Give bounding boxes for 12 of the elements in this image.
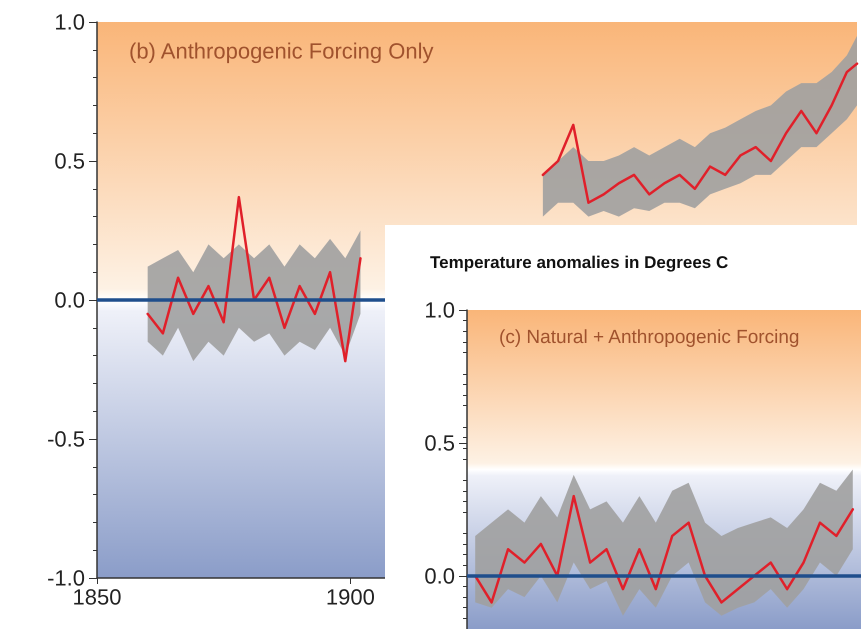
chart-title: Temperature anomalies in Degrees C xyxy=(430,253,728,272)
y-tick-label: 0.0 xyxy=(54,288,85,312)
line-series xyxy=(474,494,854,604)
y-tick-label: 0.0 xyxy=(424,563,455,588)
annotation: (c) Natural + Anthropogenic Forcing xyxy=(499,327,800,348)
y-tick-label: 0.5 xyxy=(54,148,85,174)
x-tick-label: 1900 xyxy=(326,584,375,610)
y-tick-label: 1.0 xyxy=(54,10,85,34)
y-tick-label: -0.5 xyxy=(47,426,85,452)
y-tick-label: 1.0 xyxy=(424,298,455,322)
y-tick-label: 0.5 xyxy=(424,430,455,456)
annotation: (b) Anthropogenic Forcing Only xyxy=(129,38,434,64)
